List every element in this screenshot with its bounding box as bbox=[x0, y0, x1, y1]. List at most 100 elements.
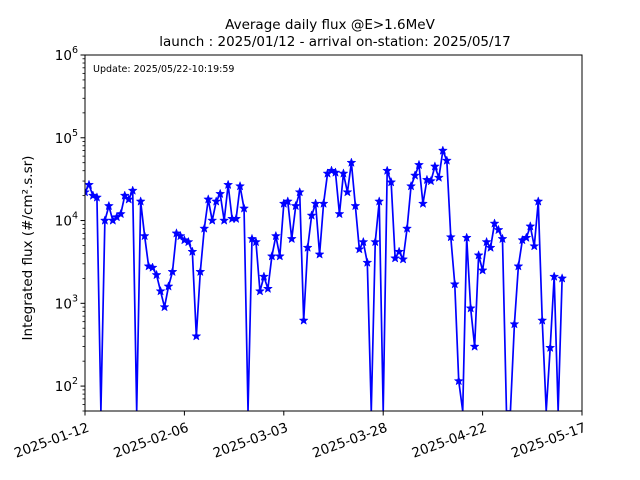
data-point-marker bbox=[374, 196, 385, 206]
data-point-marker bbox=[413, 159, 425, 170]
plot-area bbox=[85, 145, 568, 411]
data-point-marker bbox=[445, 231, 456, 242]
data-point-marker bbox=[521, 232, 532, 243]
y-tick-exponent: 6 bbox=[72, 45, 78, 56]
data-point-marker bbox=[330, 167, 341, 177]
data-point-marker bbox=[135, 196, 146, 206]
data-point-marker bbox=[358, 236, 369, 247]
data-point-marker bbox=[155, 285, 166, 296]
data-point-marker bbox=[235, 180, 246, 191]
data-point-marker bbox=[270, 230, 281, 241]
data-point-marker bbox=[497, 233, 508, 244]
data-point-marker bbox=[294, 186, 305, 197]
data-point-marker bbox=[334, 208, 345, 219]
data-point-marker bbox=[119, 190, 130, 200]
data-point-marker bbox=[433, 172, 444, 182]
data-point-marker bbox=[203, 194, 214, 204]
data-point-marker bbox=[441, 155, 452, 165]
data-point-marker bbox=[219, 215, 230, 225]
data-point-marker bbox=[417, 198, 429, 208]
data-point-marker bbox=[465, 303, 476, 313]
data-point-marker bbox=[557, 273, 568, 283]
data-point-marker bbox=[473, 250, 484, 260]
data-point-marker bbox=[298, 315, 309, 325]
data-point-marker bbox=[207, 215, 218, 225]
data-point-marker bbox=[437, 145, 448, 155]
data-point-marker bbox=[274, 250, 285, 261]
data-point-marker bbox=[318, 198, 329, 208]
data-point-marker bbox=[485, 242, 496, 252]
data-point-marker bbox=[370, 236, 381, 247]
data-point-marker bbox=[163, 281, 174, 291]
data-point-marker bbox=[314, 249, 325, 259]
data-point-marker bbox=[493, 224, 504, 235]
y-tick-label: 105 bbox=[55, 128, 78, 147]
data-point-marker bbox=[167, 266, 178, 277]
data-point-marker bbox=[461, 232, 472, 243]
y-tick-base: 10 bbox=[55, 48, 72, 64]
data-point-marker bbox=[123, 194, 134, 204]
data-point-marker bbox=[529, 240, 540, 251]
data-point-marker bbox=[139, 230, 150, 241]
data-point-marker bbox=[115, 208, 126, 219]
data-point-marker bbox=[537, 315, 548, 325]
data-point-marker bbox=[394, 246, 405, 257]
data-point-marker bbox=[453, 375, 464, 386]
data-point-marker bbox=[151, 269, 162, 280]
y-tick-base: 10 bbox=[55, 131, 72, 147]
y-tick-base: 10 bbox=[55, 214, 72, 230]
data-point-marker bbox=[250, 236, 262, 247]
data-point-marker bbox=[425, 175, 436, 186]
data-point-marker bbox=[533, 196, 544, 206]
data-point-marker bbox=[191, 330, 202, 341]
data-point-marker bbox=[159, 301, 170, 312]
data-point-marker bbox=[127, 185, 138, 195]
data-point-marker bbox=[402, 223, 413, 233]
data-point-marker bbox=[183, 236, 194, 247]
data-point-marker bbox=[215, 188, 226, 199]
y-tick-label: 104 bbox=[55, 211, 78, 230]
data-point-marker bbox=[549, 271, 560, 281]
data-point-marker bbox=[85, 179, 95, 190]
data-point-marker bbox=[223, 179, 234, 190]
data-point-marker bbox=[509, 318, 520, 329]
data-point-marker bbox=[429, 161, 440, 171]
data-point-marker bbox=[382, 165, 393, 176]
data-point-marker bbox=[306, 210, 317, 220]
chart-subtitle: launch : 2025/01/12 - arrival on-station… bbox=[159, 34, 511, 50]
data-point-marker bbox=[545, 342, 556, 353]
data-point-marker bbox=[513, 260, 524, 271]
y-tick-label: 106 bbox=[55, 45, 78, 64]
data-point-marker bbox=[405, 180, 417, 191]
data-point-marker bbox=[390, 252, 401, 263]
data-point-marker bbox=[211, 196, 222, 206]
data-point-marker bbox=[489, 218, 500, 228]
data-point-marker bbox=[481, 236, 492, 247]
data-point-marker bbox=[525, 221, 536, 231]
y-tick-base: 10 bbox=[55, 379, 72, 395]
data-point-marker bbox=[290, 200, 301, 211]
data-point-marker bbox=[346, 157, 357, 167]
data-point-marker bbox=[354, 243, 365, 254]
data-point-marker bbox=[103, 200, 114, 211]
data-point-marker bbox=[147, 262, 158, 272]
data-point-marker bbox=[342, 186, 353, 197]
data-point-marker bbox=[85, 186, 91, 197]
data-point-marker bbox=[469, 341, 480, 351]
data-point-marker bbox=[477, 265, 488, 275]
data-point-marker bbox=[175, 230, 186, 241]
data-point-marker bbox=[386, 176, 397, 187]
data-point-marker bbox=[362, 257, 373, 267]
chart-title: Average daily flux @E>1.6MeV bbox=[225, 17, 435, 33]
data-point-marker bbox=[258, 271, 269, 281]
data-point-marker bbox=[171, 228, 182, 238]
y-tick-exponent: 5 bbox=[72, 128, 78, 139]
data-point-marker bbox=[262, 283, 273, 294]
y-axis-label: Integrated flux (#/cm².s.sr) bbox=[20, 156, 36, 341]
data-point-marker bbox=[231, 213, 242, 224]
series-layer bbox=[85, 145, 568, 411]
y-tick-base: 10 bbox=[55, 296, 72, 312]
data-point-marker bbox=[350, 200, 361, 211]
data-point-marker bbox=[398, 254, 409, 264]
